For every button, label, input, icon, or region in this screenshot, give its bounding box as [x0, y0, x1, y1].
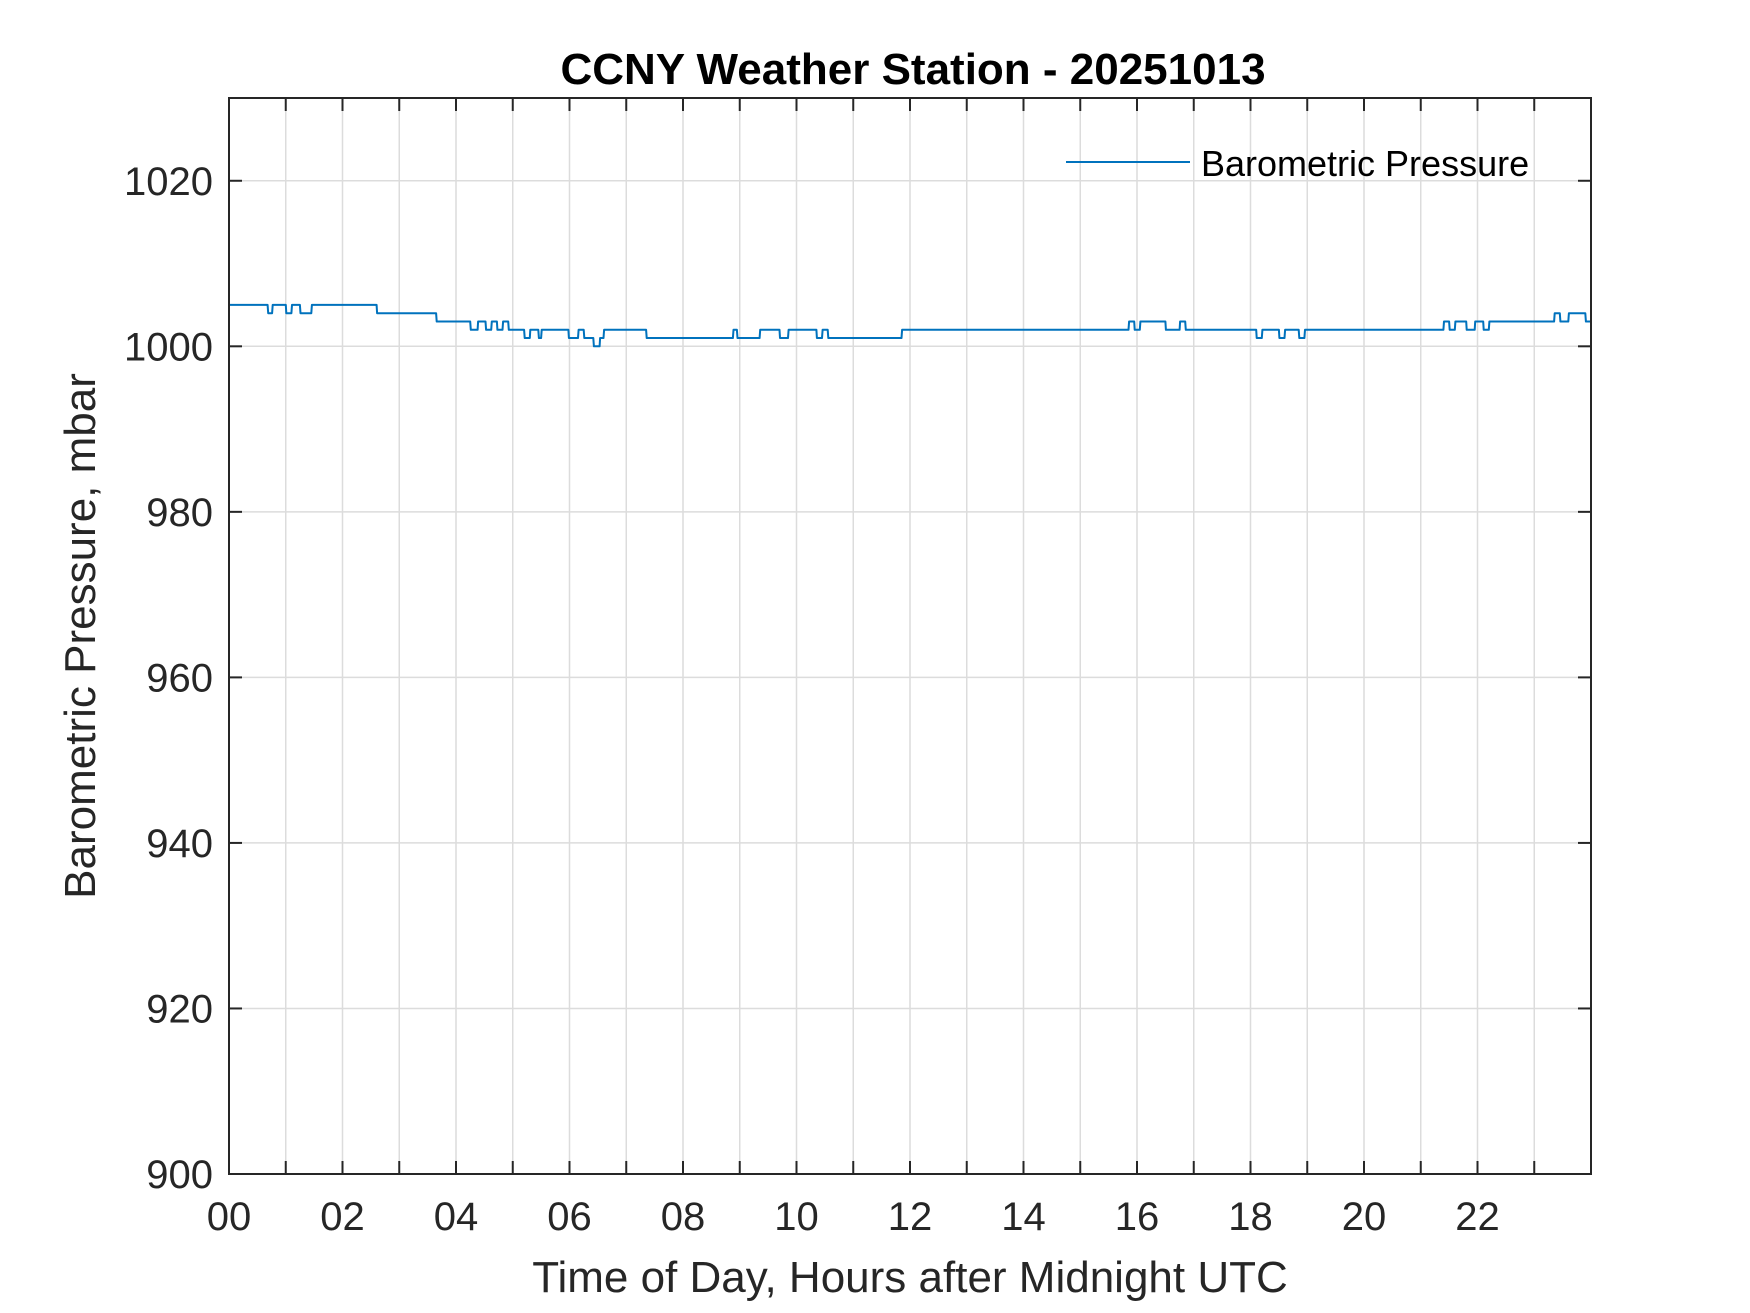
legend: Barometric Pressure [1066, 143, 1529, 184]
x-tick-label: 16 [1115, 1195, 1160, 1239]
x-tick-label: 10 [774, 1195, 819, 1239]
chart-title: CCNY Weather Station - 20251013 [560, 45, 1265, 94]
x-tick-label: 02 [320, 1195, 365, 1239]
x-tick-label: 04 [434, 1195, 479, 1239]
x-tick-label: 14 [1001, 1195, 1046, 1239]
y-tick-label: 1020 [124, 160, 213, 204]
y-tick-label: 920 [146, 987, 213, 1031]
x-tick-label: 18 [1228, 1195, 1273, 1239]
axes-box [228, 97, 1592, 1175]
x-tick-labels: 00 02 04 06 08 10 12 14 16 18 20 22 [207, 1195, 1500, 1239]
x-tick-label: 06 [547, 1195, 592, 1239]
x-tick-label: 00 [207, 1195, 252, 1239]
y-tick-label: 940 [146, 822, 213, 866]
x-tick-label: 20 [1342, 1195, 1387, 1239]
x-axis-label: Time of Day, Hours after Midnight UTC [532, 1253, 1288, 1302]
series-line-barometric-pressure [229, 303, 1591, 348]
legend-label: Barometric Pressure [1201, 143, 1529, 184]
series-layer [229, 303, 1591, 348]
x-tick-label: 22 [1455, 1195, 1500, 1239]
y-axis-label: Barometric Pressure, mbar [56, 373, 105, 899]
y-tick-label: 1000 [124, 325, 213, 369]
x-tick-label: 08 [661, 1195, 706, 1239]
y-tick-label: 980 [146, 491, 213, 535]
y-tick-labels: 900 920 940 960 980 1000 1020 [124, 160, 213, 1197]
y-tick-label: 900 [146, 1153, 213, 1197]
x-tick-label: 12 [888, 1195, 933, 1239]
y-tick-label: 960 [146, 656, 213, 700]
